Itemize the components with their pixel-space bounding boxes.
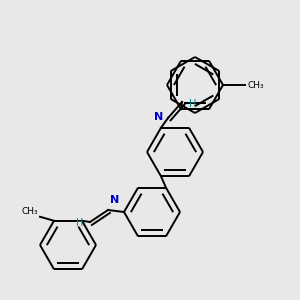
Text: CH₃: CH₃: [21, 207, 38, 216]
Text: N: N: [110, 195, 119, 205]
Text: CH₃: CH₃: [247, 80, 264, 89]
Text: H: H: [76, 218, 83, 228]
Text: H: H: [189, 99, 196, 109]
Text: N: N: [154, 112, 163, 122]
